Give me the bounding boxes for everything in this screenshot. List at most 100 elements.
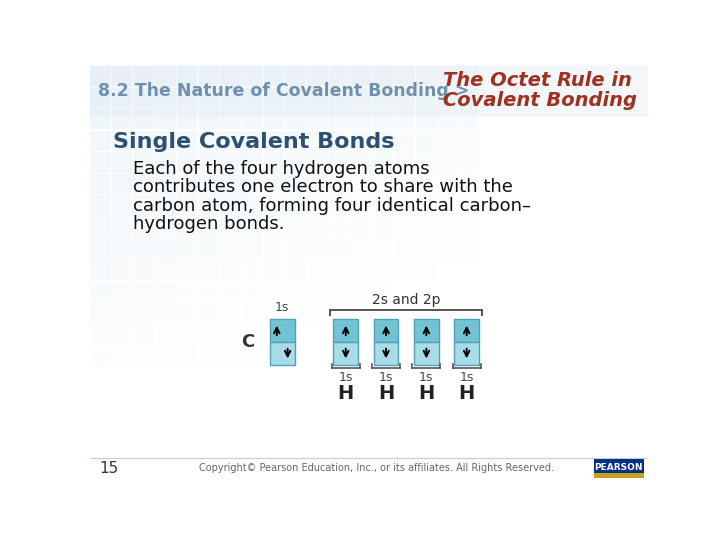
- Bar: [394, 217, 414, 237]
- Bar: [415, 152, 436, 173]
- Bar: [199, 131, 219, 151]
- Bar: [177, 195, 197, 215]
- Bar: [415, 131, 436, 151]
- Bar: [394, 174, 414, 194]
- Bar: [372, 109, 392, 130]
- Text: The Octet Rule in: The Octet Rule in: [443, 71, 631, 90]
- Bar: [177, 239, 197, 259]
- Text: 1s: 1s: [338, 372, 353, 384]
- Bar: [285, 66, 306, 86]
- Bar: [90, 281, 111, 302]
- Bar: [372, 217, 392, 237]
- Bar: [307, 131, 328, 151]
- Bar: [133, 260, 154, 280]
- Bar: [133, 217, 154, 237]
- Bar: [220, 303, 240, 323]
- Bar: [199, 303, 219, 323]
- Bar: [90, 87, 111, 108]
- Text: H: H: [338, 383, 354, 403]
- Bar: [415, 217, 436, 237]
- Bar: [437, 217, 458, 237]
- Bar: [242, 281, 262, 302]
- Bar: [329, 174, 349, 194]
- Text: Each of the four hydrogen atoms: Each of the four hydrogen atoms: [132, 160, 429, 178]
- Bar: [414, 342, 438, 365]
- Bar: [112, 87, 132, 108]
- Bar: [264, 325, 284, 345]
- Bar: [177, 109, 197, 130]
- Bar: [285, 325, 306, 345]
- Bar: [264, 195, 284, 215]
- Bar: [199, 174, 219, 194]
- Bar: [264, 281, 284, 302]
- Bar: [112, 109, 132, 130]
- Bar: [285, 195, 306, 215]
- Bar: [307, 281, 328, 302]
- Bar: [351, 131, 371, 151]
- Bar: [264, 217, 284, 237]
- Bar: [594, 459, 644, 477]
- Bar: [242, 217, 262, 237]
- Bar: [133, 346, 154, 367]
- Bar: [394, 260, 414, 280]
- Bar: [220, 109, 240, 130]
- Bar: [415, 239, 436, 259]
- Bar: [264, 303, 284, 323]
- Bar: [90, 65, 648, 117]
- Bar: [351, 174, 371, 194]
- Bar: [133, 325, 154, 345]
- Bar: [90, 66, 111, 86]
- Bar: [90, 303, 111, 323]
- Bar: [437, 109, 458, 130]
- Bar: [155, 131, 176, 151]
- Bar: [90, 239, 111, 259]
- Bar: [112, 195, 132, 215]
- Bar: [264, 174, 284, 194]
- Bar: [112, 131, 132, 151]
- Bar: [90, 131, 111, 151]
- Bar: [285, 281, 306, 302]
- Bar: [155, 66, 176, 86]
- Bar: [242, 303, 262, 323]
- Text: carbon atom, forming four identical carbon–: carbon atom, forming four identical carb…: [132, 197, 531, 215]
- Bar: [437, 174, 458, 194]
- Bar: [155, 239, 176, 259]
- Bar: [415, 109, 436, 130]
- Bar: [90, 174, 111, 194]
- Bar: [220, 174, 240, 194]
- Bar: [459, 87, 480, 108]
- Bar: [285, 260, 306, 280]
- Text: 2s and 2p: 2s and 2p: [372, 293, 441, 307]
- Bar: [242, 152, 262, 173]
- Text: H: H: [418, 383, 434, 403]
- Bar: [177, 87, 197, 108]
- Bar: [133, 87, 154, 108]
- Text: PEARSON: PEARSON: [594, 463, 643, 472]
- Bar: [415, 174, 436, 194]
- Bar: [351, 66, 371, 86]
- Bar: [329, 281, 349, 302]
- Bar: [199, 152, 219, 173]
- Bar: [372, 87, 392, 108]
- Bar: [220, 195, 240, 215]
- Bar: [112, 239, 132, 259]
- Bar: [372, 239, 392, 259]
- Text: 15: 15: [99, 461, 119, 476]
- Text: H: H: [378, 383, 394, 403]
- Bar: [307, 303, 328, 323]
- Bar: [285, 131, 306, 151]
- Bar: [329, 303, 349, 323]
- Bar: [459, 131, 480, 151]
- Bar: [177, 281, 197, 302]
- Bar: [285, 303, 306, 323]
- Bar: [307, 217, 328, 237]
- Bar: [307, 152, 328, 173]
- Bar: [307, 109, 328, 130]
- Bar: [155, 281, 176, 302]
- Bar: [220, 281, 240, 302]
- Bar: [415, 87, 436, 108]
- Bar: [177, 66, 197, 86]
- Text: hydrogen bonds.: hydrogen bonds.: [132, 215, 284, 233]
- Bar: [374, 342, 398, 365]
- Bar: [242, 239, 262, 259]
